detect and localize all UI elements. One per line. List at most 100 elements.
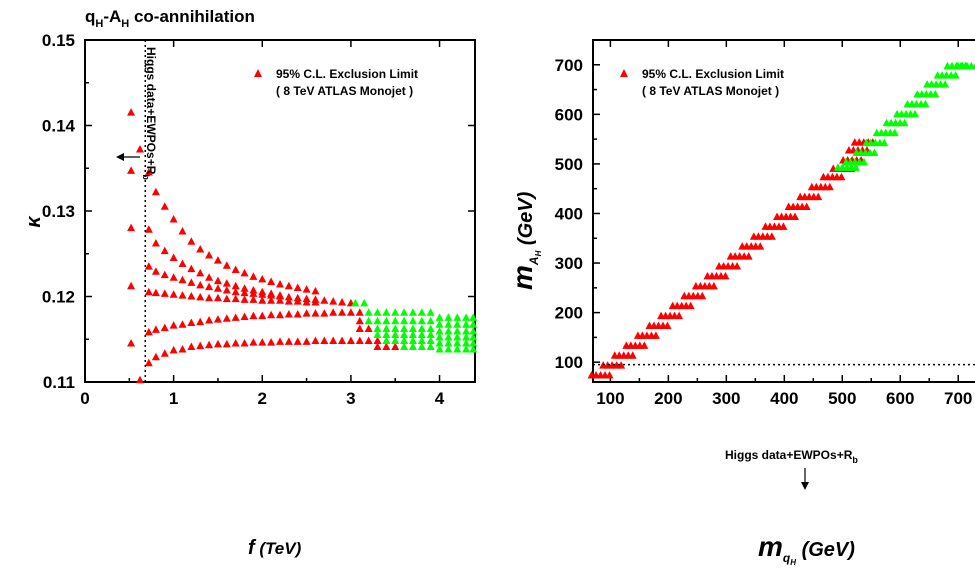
left-data-point	[293, 297, 302, 305]
left-data-point	[355, 308, 364, 316]
left-data-point	[373, 308, 382, 316]
left-x-tick-label: 1	[169, 389, 178, 408]
right-data-point	[663, 321, 672, 329]
left-data-point	[351, 298, 360, 307]
left-data-point	[169, 215, 178, 223]
left-data-point	[329, 297, 338, 305]
left-data-point	[213, 276, 222, 285]
left-data-point	[408, 308, 417, 316]
left-data-point	[249, 311, 258, 320]
left-data-point	[205, 273, 214, 281]
left-data-point	[426, 324, 435, 332]
left-data-point	[469, 333, 478, 341]
left-data-point	[276, 337, 284, 345]
left-legend-marker	[254, 69, 262, 77]
left-data-point	[355, 316, 364, 325]
left-data-point	[205, 340, 214, 349]
left-data-point	[267, 291, 276, 299]
left-data-point	[187, 278, 196, 286]
left-data-point	[231, 339, 240, 347]
left-data-point	[169, 290, 178, 298]
left-data-point	[364, 308, 373, 316]
right-x-tick-label: 500	[828, 389, 856, 408]
left-constraint-arrow	[116, 153, 140, 161]
right-plot-frame	[592, 39, 975, 383]
left-data-point	[364, 324, 373, 332]
left-data-point	[249, 272, 258, 280]
left-data-point	[276, 296, 284, 304]
right-data-point	[767, 232, 776, 240]
left-data-point	[453, 339, 462, 347]
right-data-point	[802, 202, 811, 211]
left-data-point	[222, 339, 231, 348]
left-data-point	[258, 311, 267, 320]
left-data-point	[435, 320, 444, 328]
right-y-tick-label: 400	[555, 204, 583, 223]
left-data-point	[127, 166, 136, 174]
left-y-tick-label: 0.13	[42, 202, 75, 221]
left-data-point	[151, 325, 160, 333]
right-data-point	[851, 163, 860, 171]
left-data-point	[178, 259, 187, 268]
left-data-point	[196, 268, 205, 277]
left-data-point	[231, 313, 240, 321]
right-y-tick-label: 100	[555, 353, 583, 372]
left-x-axis-label: f (TeV)	[248, 537, 302, 559]
left-data-point	[293, 309, 302, 318]
left-data-point	[222, 279, 231, 287]
left-data-point	[178, 275, 187, 284]
left-data-point	[284, 309, 293, 318]
right-data-point	[791, 212, 800, 220]
left-data-point	[462, 339, 471, 347]
left-data-point	[417, 316, 426, 325]
left-data-point	[160, 270, 169, 279]
right-data-point	[617, 361, 626, 369]
right-data-point	[779, 222, 788, 230]
left-data-point	[196, 280, 205, 289]
left-data-point	[382, 330, 391, 338]
right-data-point	[651, 331, 660, 339]
left-data-point	[444, 333, 453, 341]
right-data-point	[605, 371, 614, 379]
left-data-point	[222, 286, 231, 294]
left-data-point	[258, 274, 267, 283]
left-data-point	[231, 281, 240, 290]
left-data-point	[187, 237, 196, 245]
left-data-point	[382, 324, 391, 332]
left-data-point	[320, 296, 329, 304]
left-data-point	[391, 324, 400, 332]
left-data-point	[400, 308, 409, 316]
left-data-point	[346, 308, 355, 316]
right-y-tick-label: 200	[555, 304, 583, 323]
left-data-point	[213, 315, 222, 323]
left-data-point	[462, 333, 471, 341]
right-data-point	[921, 99, 930, 108]
left-constraint-label: Higgs data+EWPOs+Rb	[141, 47, 158, 180]
left-data-point	[160, 246, 169, 255]
left-data-point	[469, 345, 478, 353]
left-data-point	[160, 323, 169, 332]
left-data-point	[284, 297, 293, 305]
right-legend-line2: ( 8 TeV ATLAS Monojet )	[642, 84, 779, 98]
left-data-point	[240, 284, 249, 292]
left-data-point	[453, 313, 462, 321]
left-data-point	[127, 223, 136, 232]
left-data-point	[311, 309, 320, 317]
left-y-tick-label: 0.12	[42, 288, 75, 307]
left-data-point	[391, 308, 400, 316]
left-data-point	[169, 321, 178, 329]
left-data-point	[267, 277, 276, 285]
left-data-point	[346, 336, 355, 344]
left-data-point	[320, 309, 329, 317]
left-data-point	[213, 293, 222, 302]
left-data-point	[284, 337, 293, 345]
left-data-point	[222, 294, 231, 303]
left-data-point	[160, 202, 169, 210]
left-data-point	[338, 336, 347, 344]
right-data-point	[744, 252, 753, 260]
left-data-point	[187, 318, 196, 327]
left-data-point	[444, 327, 453, 335]
left-data-point	[302, 309, 311, 317]
left-data-point	[417, 330, 426, 338]
left-x-tick-label: 2	[258, 389, 267, 408]
